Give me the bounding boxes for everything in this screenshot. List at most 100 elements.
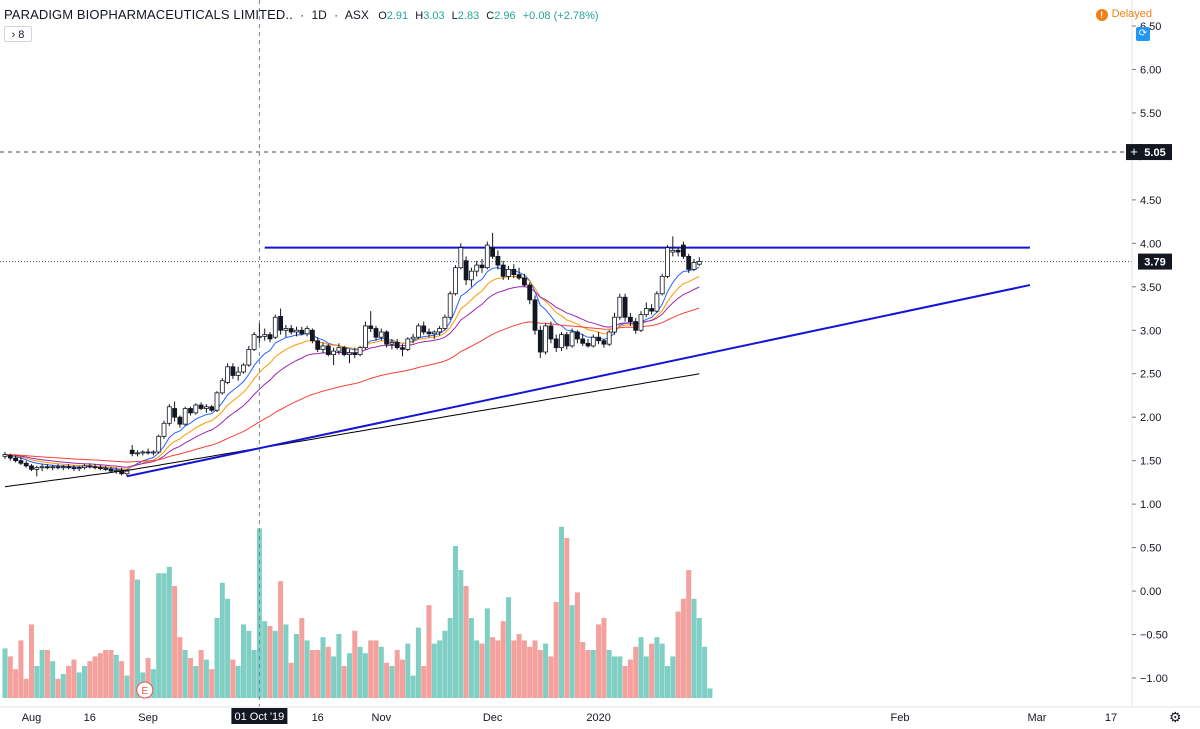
candle-down <box>649 308 654 312</box>
candle-down <box>315 340 321 350</box>
candle-down <box>633 321 639 331</box>
candle-down <box>119 469 124 475</box>
candle-up <box>506 269 511 277</box>
volume-bar <box>156 573 162 698</box>
time-label: 16 <box>312 712 324 724</box>
candle <box>347 349 352 364</box>
candle-up <box>166 406 172 424</box>
candle-up <box>161 422 167 437</box>
candle-down <box>278 315 284 331</box>
delayed-badge[interactable]: ! Delayed <box>1095 8 1152 21</box>
volume-bar <box>707 688 713 698</box>
candle <box>527 282 533 305</box>
candle <box>506 265 511 280</box>
price-tick-label: 2.50 <box>1140 369 1161 381</box>
price-tag-bg <box>1138 144 1172 161</box>
candle-up <box>357 347 363 356</box>
time-label: 2020 <box>586 712 610 724</box>
candle <box>235 366 241 381</box>
volume-bar <box>219 582 225 698</box>
price-tick-label: 0.50 <box>1140 543 1161 555</box>
volume-bar <box>352 630 358 698</box>
candle <box>659 273 665 296</box>
candle-up <box>2 454 8 457</box>
volume-bar <box>564 538 570 698</box>
candle <box>442 314 448 331</box>
candle <box>362 321 368 350</box>
volume-bar <box>336 634 342 698</box>
indicator-legend-toggle[interactable]: › 8 <box>4 26 32 42</box>
candle <box>113 467 119 474</box>
candle-up <box>638 314 644 331</box>
gear-icon[interactable]: ⚙ <box>1169 709 1182 725</box>
volume-bar <box>373 640 379 698</box>
candle <box>665 245 670 279</box>
candle <box>458 243 464 270</box>
volume-bar <box>235 666 241 698</box>
candle <box>267 332 273 343</box>
candle <box>500 260 506 280</box>
candle <box>262 328 268 341</box>
candle-up <box>569 331 575 347</box>
symbol-name[interactable]: PARADIGM BIOPHARMACEUTICALS LIMITED.. <box>4 7 293 22</box>
earnings-circle <box>136 681 154 699</box>
volume-bar <box>553 602 559 698</box>
volume-bar <box>384 662 390 698</box>
price-tick-label: 4.50 <box>1140 195 1161 207</box>
candle <box>522 273 527 287</box>
volume-bar <box>182 650 188 698</box>
interval-label[interactable]: 1D <box>311 8 327 22</box>
candle-down <box>400 347 405 350</box>
candle <box>246 345 252 367</box>
candle-up <box>612 316 617 333</box>
candle-down <box>537 329 543 353</box>
candle-up <box>559 334 564 349</box>
candle-down <box>479 264 485 269</box>
candle <box>590 334 596 348</box>
candle <box>7 453 13 461</box>
candle <box>283 325 289 338</box>
candle <box>606 330 612 346</box>
candle <box>447 291 453 320</box>
volume-bar <box>633 646 639 698</box>
delayed-label: Delayed <box>1111 8 1152 20</box>
candle-down <box>675 249 681 253</box>
volume-bar <box>34 666 40 698</box>
candle-up <box>113 469 119 472</box>
candle-up <box>256 335 262 338</box>
volume-bar <box>421 666 427 698</box>
candle-up <box>34 467 40 470</box>
open-value: 2.91 <box>386 10 409 22</box>
volume-bar <box>278 581 284 698</box>
candle <box>193 403 199 415</box>
candle-up <box>415 325 421 338</box>
volume-bar <box>622 666 628 698</box>
time-label-crosshair: 01 Oct '19 <box>235 711 285 723</box>
autoscale-icon[interactable]: ⟳ <box>1136 27 1150 41</box>
candle-up <box>389 342 395 345</box>
candle-up <box>225 366 231 383</box>
candle <box>463 256 469 286</box>
candle-up <box>219 380 225 394</box>
volume-bar <box>537 650 543 698</box>
candle-up <box>665 247 670 277</box>
price-tick-label: −0.50 <box>1140 630 1168 642</box>
time-label: Aug <box>22 712 42 724</box>
candle <box>601 338 607 348</box>
price-tick-label: −1.00 <box>1140 673 1168 685</box>
candle-down <box>55 466 61 469</box>
volume-bars <box>2 526 713 698</box>
candle-up <box>304 328 310 335</box>
volume-bar <box>362 653 368 698</box>
candle <box>135 450 140 457</box>
candle <box>251 332 257 352</box>
candle <box>474 260 480 277</box>
candle-up <box>670 249 676 253</box>
candle-up <box>362 325 368 349</box>
price-tag-label: 3.79 <box>1144 257 1165 269</box>
volume-bar <box>267 626 273 698</box>
candle-down <box>516 274 522 279</box>
candle-down <box>495 255 501 266</box>
candle <box>336 343 342 355</box>
